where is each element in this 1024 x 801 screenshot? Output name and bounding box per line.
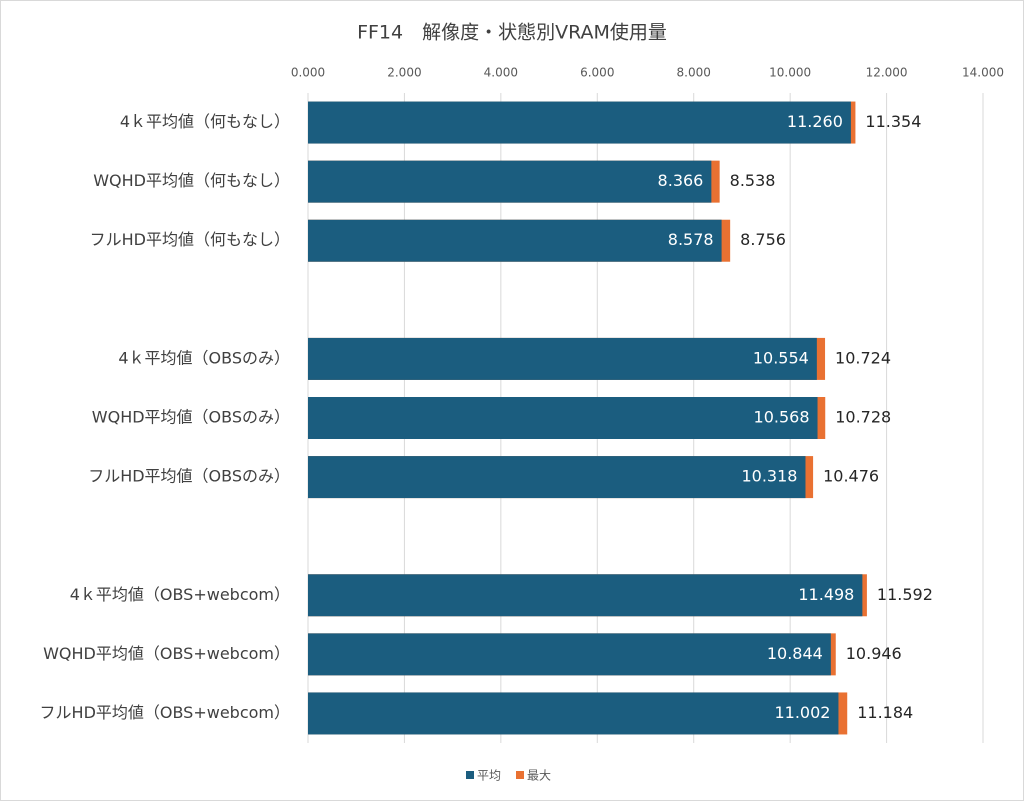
bar	[308, 574, 863, 617]
legend-label: 平均	[477, 769, 501, 783]
bar	[308, 397, 818, 439]
value-label: 8.578	[668, 230, 714, 249]
x-tick-label: 8.000	[677, 66, 711, 80]
y-tick-label: フルHD平均値（OBS+webcom）	[40, 703, 290, 722]
value-label: 11.184	[857, 703, 913, 722]
y-tick-label: 4ｋ平均値（何もなし）	[120, 112, 290, 131]
bar	[308, 337, 817, 380]
value-label: 10.568	[754, 408, 810, 427]
value-label: 11.592	[877, 585, 933, 604]
legend-swatch	[516, 771, 524, 779]
x-tick-label: 6.000	[580, 66, 614, 80]
x-tick-label: 0.000	[291, 66, 325, 80]
y-tick-label: WQHD平均値（OBSのみ）	[92, 408, 290, 427]
bar	[308, 692, 839, 735]
bar	[308, 219, 722, 262]
value-label: 11.354	[865, 112, 921, 131]
x-tick-label: 14.000	[962, 66, 1004, 80]
value-label: 10.554	[753, 348, 809, 367]
value-label: 10.844	[767, 644, 823, 663]
legend-label: 最大	[527, 769, 551, 783]
x-tick-label: 4.000	[484, 66, 518, 80]
x-tick-label: 10.000	[769, 66, 811, 80]
legend-swatch	[466, 771, 474, 779]
y-tick-label: WQHD平均値（何もなし）	[93, 171, 290, 190]
bar	[308, 101, 851, 144]
chart-title: FF14 解像度・状態別VRAM使用量	[357, 22, 667, 44]
value-label: 10.724	[835, 348, 891, 367]
value-label: 10.318	[741, 467, 797, 486]
bar	[308, 456, 806, 499]
y-tick-label: 4ｋ平均値（OBS+webcom）	[70, 585, 290, 604]
value-label: 11.002	[774, 703, 830, 722]
bar	[308, 633, 831, 676]
y-tick-label: WQHD平均値（OBS+webcom）	[43, 644, 290, 663]
bar	[308, 160, 712, 203]
value-label: 8.756	[740, 230, 786, 249]
y-tick-label: 4ｋ平均値（OBSのみ）	[118, 348, 290, 367]
value-label: 10.728	[835, 408, 891, 427]
y-tick-label: フルHD平均値（OBSのみ）	[88, 467, 290, 486]
value-label: 8.538	[730, 171, 776, 190]
value-label: 11.498	[798, 585, 854, 604]
y-tick-label: フルHD平均値（何もなし）	[90, 230, 290, 249]
value-label: 10.946	[846, 644, 902, 663]
x-tick-label: 12.000	[866, 66, 908, 80]
value-label: 11.260	[787, 112, 843, 131]
x-tick-label: 2.000	[387, 66, 421, 80]
value-label: 8.366	[658, 171, 704, 190]
value-label: 10.476	[823, 467, 879, 486]
